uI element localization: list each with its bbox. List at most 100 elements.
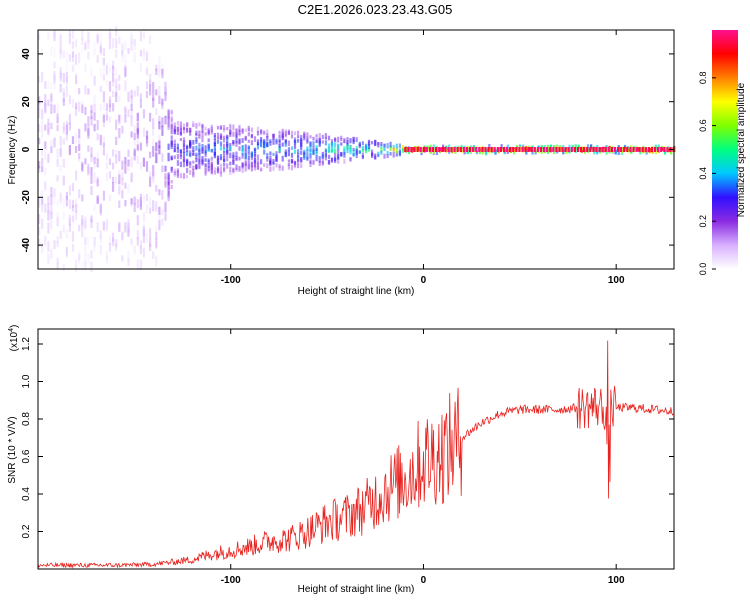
spectrogram-cell <box>207 143 210 148</box>
spectrogram-cell <box>78 101 81 112</box>
spectrogram-cell <box>213 135 216 140</box>
spectrogram-cell <box>179 149 182 155</box>
spectrogram-cell <box>216 166 220 171</box>
spectrogram-cell <box>152 91 155 102</box>
spectrogram-cell <box>164 118 167 125</box>
spectrogram-cell <box>149 79 152 86</box>
spectrogram-cell <box>284 140 287 147</box>
spectrogram-cell <box>201 129 204 133</box>
spectrogram-cell <box>68 54 71 62</box>
spectrogram-cell <box>213 167 216 172</box>
spectrogram-cell <box>145 233 149 243</box>
spectrogram-cell <box>367 140 371 146</box>
spectrogram-cell <box>207 147 210 152</box>
spectrogram-panel: -100 0 100 -40 -20 0 20 40 Height of straight l… <box>7 26 676 297</box>
spectrogram-cell <box>149 207 152 214</box>
spectrogram-cell <box>84 255 87 265</box>
spectrogram-cell <box>367 147 371 152</box>
spectrogram-cell <box>204 149 207 153</box>
spectrogram-cell <box>124 224 127 232</box>
spectrogram-cell <box>44 103 47 114</box>
spectrogram-cell <box>352 153 355 157</box>
spectrogram-cell <box>149 236 152 247</box>
spectrogram-cell <box>189 130 192 136</box>
spectrogram-cell <box>210 161 213 166</box>
spectrogram-cell <box>118 74 121 81</box>
spectrogram-cell <box>81 219 84 227</box>
spectrogram-cell <box>392 144 395 149</box>
spectrogram-cell <box>53 71 56 81</box>
spectrogram-cell <box>186 122 189 126</box>
spectrogram-cell <box>192 168 195 175</box>
spectrogram-cell <box>269 155 272 162</box>
spectrogram-cell <box>84 85 87 95</box>
spectrogram-cell <box>235 132 238 138</box>
spectrogram-cell <box>210 165 213 172</box>
spectrogram-cell <box>632 147 635 152</box>
spectrogram-cell <box>105 219 108 230</box>
spectrogram-cell <box>93 41 96 52</box>
spectrogram-cell <box>53 196 56 204</box>
spectrogram-cell <box>149 84 152 96</box>
spectrogram-cell <box>170 155 173 161</box>
spectrogram-cell <box>229 152 232 159</box>
spectrogram-cell <box>152 169 155 179</box>
spectrogram-cell <box>204 163 207 168</box>
spectrogram-cell <box>321 134 324 140</box>
spectrogram-cell <box>115 119 118 131</box>
spectrogram-cell <box>352 139 355 145</box>
spectrogram-cell <box>152 82 155 92</box>
spectrogram-cell <box>59 230 62 240</box>
spectrogram-cell <box>53 240 56 249</box>
spectrogram-cell <box>293 149 297 154</box>
spectrogram-y-tick-label: -20 <box>21 190 32 205</box>
spectrogram-cell <box>303 137 306 141</box>
spectrogram-cell <box>167 184 170 196</box>
spectrogram-cell <box>306 153 309 160</box>
spectrogram-cell <box>207 163 210 168</box>
spectrogram-cell <box>71 52 75 62</box>
spectrogram-cell <box>124 80 127 92</box>
spectrogram-cell <box>71 199 75 208</box>
spectrogram-cell <box>213 144 216 151</box>
spectrogram-cell <box>192 173 195 177</box>
spectrogram-cell <box>124 54 127 66</box>
spectrogram-cell <box>41 243 44 254</box>
spectrogram-cell <box>318 133 321 139</box>
spectrogram-cell <box>149 243 152 251</box>
spectrogram-cell <box>260 168 263 172</box>
spectrogram-cell <box>179 173 182 179</box>
spectrogram-cell <box>164 115 167 125</box>
spectrogram-cell <box>71 215 75 222</box>
spectrogram-cell <box>263 163 266 167</box>
spectrogram-cell <box>71 30 75 39</box>
spectrogram-cell <box>300 151 303 155</box>
spectrogram-cell <box>293 164 297 169</box>
spectrogram-cell <box>349 148 352 155</box>
spectrogram-cell <box>219 134 223 140</box>
spectrogram-cell <box>260 137 263 143</box>
spectrogram-cell <box>170 180 173 184</box>
spectrogram-cell <box>416 147 419 152</box>
spectrogram-cell <box>219 168 223 174</box>
spectrogram-cell <box>84 245 87 257</box>
spectrogram-cell <box>198 145 201 149</box>
spectrogram-cell <box>238 165 241 172</box>
spectrogram-cell <box>133 196 136 205</box>
spectrogram-cell <box>127 160 130 171</box>
spectrogram-cell <box>327 159 331 165</box>
spectrogram-cell <box>145 50 149 57</box>
spectrogram-cell <box>102 142 105 149</box>
spectrogram-cell <box>75 170 78 181</box>
spectrogram-cell <box>68 218 71 226</box>
spectrogram-cell <box>142 223 145 234</box>
spectrogram-cell <box>173 168 176 173</box>
spectrogram-cell <box>195 130 198 136</box>
spectrogram-cell <box>290 160 294 164</box>
spectrogram-cell <box>263 130 266 135</box>
spectrogram-cell <box>68 122 71 131</box>
spectrogram-cell <box>546 147 549 152</box>
spectrogram-cell <box>219 171 223 177</box>
spectrogram-cell <box>50 194 53 206</box>
spectrogram-cell <box>38 226 41 236</box>
